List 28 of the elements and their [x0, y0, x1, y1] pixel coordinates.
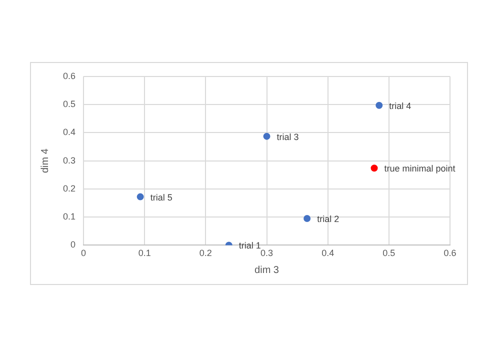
point — [376, 102, 383, 109]
point — [370, 164, 378, 172]
point — [263, 132, 270, 140]
x-tick-label: 0.3 — [260, 248, 274, 258]
x-tick-label: 0.1 — [138, 248, 151, 258]
series-label: trial 2 — [317, 214, 340, 224]
x-tick-label: 0.4 — [322, 248, 334, 258]
x-tick-label: 0.2 — [199, 248, 212, 258]
series-label: trial 5 — [150, 192, 172, 202]
y-tick-label: 0 — [70, 240, 76, 250]
y-tick-label: 0.1 — [62, 212, 76, 222]
series-label: trial 4 — [389, 100, 412, 111]
series-label: true minimal point — [384, 164, 456, 174]
x-tick-label: 0.5 — [382, 248, 396, 258]
chart-frame: dim 3 dim 4 0 0.1 0.2 0.3 0.4 0.5 0.6 0 0.1 0.2 0.3 0.4 0.5 0.6 trial 1 trial 2 trial 3 trial 4 trial 5 true minimal point — [30, 62, 468, 285]
y-tick-label: 0.6 — [62, 70, 76, 81]
x-tick-label: 0.6 — [444, 248, 456, 258]
y-tick-label: 0.3 — [62, 155, 76, 166]
series-label: trial 1 — [238, 240, 261, 251]
x-tick-label: 0 — [81, 248, 86, 258]
x-axis-title: dim 3 — [254, 264, 280, 276]
point — [136, 193, 144, 200]
point — [304, 214, 311, 222]
y-tick-label: 0.4 — [62, 127, 76, 138]
y-axis-title: dim 4 — [40, 148, 51, 174]
series-label: trial 3 — [276, 132, 299, 142]
y-tick-label: 0.2 — [62, 183, 76, 194]
y-tick-label: 0.5 — [62, 99, 76, 110]
